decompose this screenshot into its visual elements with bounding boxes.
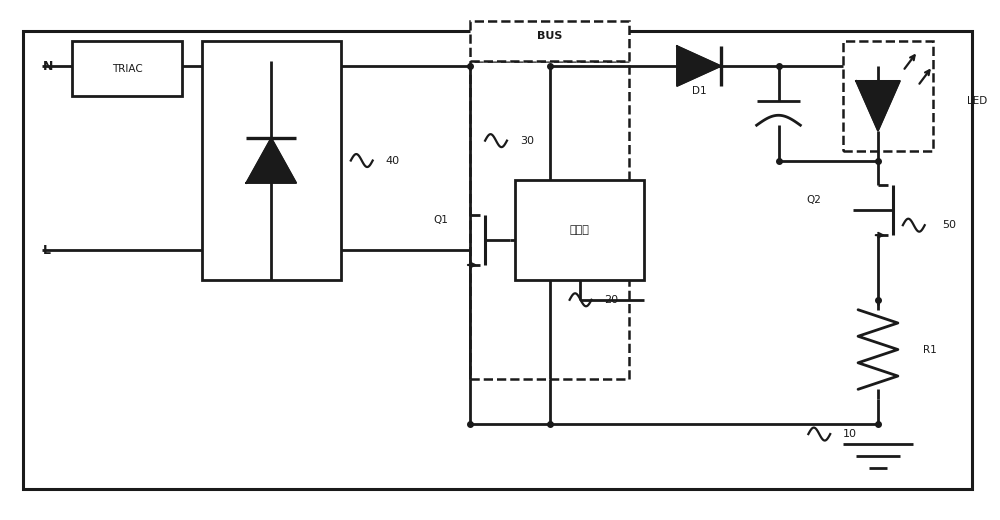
Text: 20: 20	[604, 295, 619, 305]
Text: R1: R1	[923, 345, 936, 355]
Text: D1: D1	[692, 86, 706, 96]
Text: 控制器: 控制器	[570, 225, 590, 235]
Text: Q2: Q2	[806, 196, 821, 205]
Text: BUS: BUS	[537, 31, 562, 41]
Text: 40: 40	[386, 155, 400, 165]
Text: N: N	[42, 60, 53, 73]
Bar	[23, 31, 972, 489]
Bar	[470, 21, 629, 61]
Text: L: L	[42, 243, 50, 256]
Bar	[515, 180, 644, 280]
Text: 50: 50	[943, 220, 957, 230]
Text: Q1: Q1	[433, 215, 448, 225]
Text: TRIAC: TRIAC	[112, 64, 142, 74]
Text: 30: 30	[520, 136, 534, 146]
Text: 10: 10	[843, 429, 857, 439]
Bar	[843, 41, 933, 151]
Polygon shape	[246, 138, 296, 183]
Text: LED: LED	[967, 96, 988, 106]
Polygon shape	[856, 81, 900, 131]
Bar	[470, 61, 629, 380]
Bar	[72, 41, 182, 96]
Bar	[202, 41, 341, 280]
Polygon shape	[677, 46, 721, 86]
